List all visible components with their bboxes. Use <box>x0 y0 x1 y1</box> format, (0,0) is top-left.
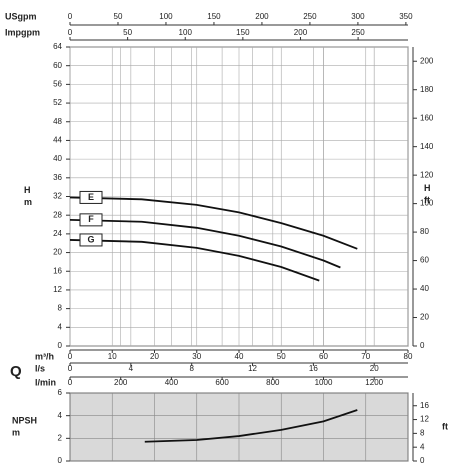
y2-tick-label: 80 <box>420 227 429 236</box>
y-unit: m <box>12 427 20 437</box>
x-tick-label: 30 <box>192 352 201 361</box>
x-tick-label: 0 <box>68 28 73 37</box>
y-tick-label: 32 <box>53 192 62 201</box>
y-label: H <box>24 185 31 195</box>
x-tick-label: 250 <box>351 28 365 37</box>
x-tick-label: 800 <box>266 378 280 387</box>
y2-tick-label: 0 <box>420 456 425 465</box>
curve-label-box <box>79 233 103 247</box>
y2-tick-label: 20 <box>420 313 429 322</box>
y2-tick-label: 60 <box>420 256 429 265</box>
x-tick-label: 250 <box>303 12 317 21</box>
x-tick-label: 200 <box>294 28 308 37</box>
y-unit: m <box>24 197 32 207</box>
x-tick-label: 16 <box>309 364 318 373</box>
curve-label: G <box>87 234 94 244</box>
y2-tick-label: 8 <box>420 428 425 437</box>
y-tick-label: 40 <box>53 154 62 163</box>
y-tick-label: 4 <box>58 411 63 420</box>
x-tick-label: 1200 <box>365 378 383 387</box>
curve <box>69 239 320 282</box>
y2-tick-label: 0 <box>420 341 425 350</box>
x-tick-label: 10 <box>108 352 117 361</box>
axis-unit-label: l/min <box>35 377 56 387</box>
x-tick-label: 100 <box>179 28 193 37</box>
y2-label: H <box>424 183 431 193</box>
x-tick-label: 4 <box>129 364 134 373</box>
y-label: NPSH <box>12 415 37 425</box>
y2-tick-label: 180 <box>420 85 434 94</box>
y2-tick-label: 200 <box>420 56 434 65</box>
y2-unit: ft <box>442 421 448 431</box>
x-tick-label: 200 <box>114 378 128 387</box>
x-tick-label: 70 <box>361 352 370 361</box>
y2-tick-label: 12 <box>420 415 429 424</box>
y-tick-label: 0 <box>58 341 63 350</box>
y-tick-label: 44 <box>53 136 62 145</box>
y-tick-label: 28 <box>53 210 62 219</box>
axis-unit-label: USgpm <box>5 11 37 21</box>
y-tick-label: 16 <box>53 266 62 275</box>
y-tick-label: 36 <box>53 173 62 182</box>
x-tick-label: 80 <box>404 352 413 361</box>
x-tick-label: 8 <box>189 364 194 373</box>
y2-tick-label: 160 <box>420 113 434 122</box>
y-tick-label: 48 <box>53 117 62 126</box>
y2-tick-label: 40 <box>420 284 429 293</box>
q-label: Q <box>10 363 22 380</box>
y-tick-label: 6 <box>58 388 63 397</box>
y-tick-label: 4 <box>58 322 63 331</box>
x-tick-label: 40 <box>235 352 244 361</box>
curve <box>144 409 358 443</box>
y-tick-label: 64 <box>53 42 62 51</box>
x-tick-label: 0 <box>68 378 73 387</box>
x-tick-label: 300 <box>351 12 365 21</box>
x-tick-label: 60 <box>319 352 328 361</box>
y-tick-label: 60 <box>53 61 62 70</box>
x-tick-label: 0 <box>68 352 73 361</box>
y-tick-label: 20 <box>53 248 62 257</box>
x-tick-label: 50 <box>123 28 132 37</box>
x-tick-label: 400 <box>165 378 179 387</box>
x-tick-label: 20 <box>150 352 159 361</box>
y2-tick-label: 16 <box>420 401 429 410</box>
y-tick-label: 0 <box>58 456 63 465</box>
axis-unit-label: Impgpm <box>5 27 40 37</box>
x-tick-label: 50 <box>277 352 286 361</box>
x-tick-label: 0 <box>68 12 73 21</box>
y-tick-label: 52 <box>53 98 62 107</box>
x-tick-label: 20 <box>370 364 379 373</box>
curve-label: E <box>88 192 94 202</box>
x-tick-label: 100 <box>159 12 173 21</box>
x-tick-label: 600 <box>215 378 229 387</box>
y2-unit: ft <box>424 195 430 205</box>
y-tick-label: 12 <box>53 285 62 294</box>
y-tick-label: 2 <box>58 433 63 442</box>
x-tick-label: 50 <box>114 12 123 21</box>
curve <box>69 218 341 269</box>
curve <box>69 196 358 250</box>
x-tick-label: 150 <box>236 28 250 37</box>
y-tick-label: 8 <box>58 304 63 313</box>
y2-tick-label: 4 <box>420 442 425 451</box>
y2-tick-label: 140 <box>420 142 434 151</box>
curve-label-box <box>79 213 103 227</box>
x-tick-label: 150 <box>207 12 221 21</box>
y-tick-label: 56 <box>53 79 62 88</box>
x-tick-label: 350 <box>399 12 413 21</box>
y-tick-label: 24 <box>53 229 62 238</box>
x-tick-label: 12 <box>248 364 257 373</box>
x-tick-label: 200 <box>255 12 269 21</box>
axis-unit-label: l/s <box>35 363 45 373</box>
y2-tick-label: 100 <box>420 199 434 208</box>
x-tick-label: 0 <box>68 364 73 373</box>
curve-label-box <box>79 190 103 204</box>
curve-label: F <box>88 214 94 224</box>
axis-unit-label: m³/h <box>35 351 54 361</box>
y2-tick-label: 120 <box>420 170 434 179</box>
x-tick-label: 1000 <box>315 378 333 387</box>
